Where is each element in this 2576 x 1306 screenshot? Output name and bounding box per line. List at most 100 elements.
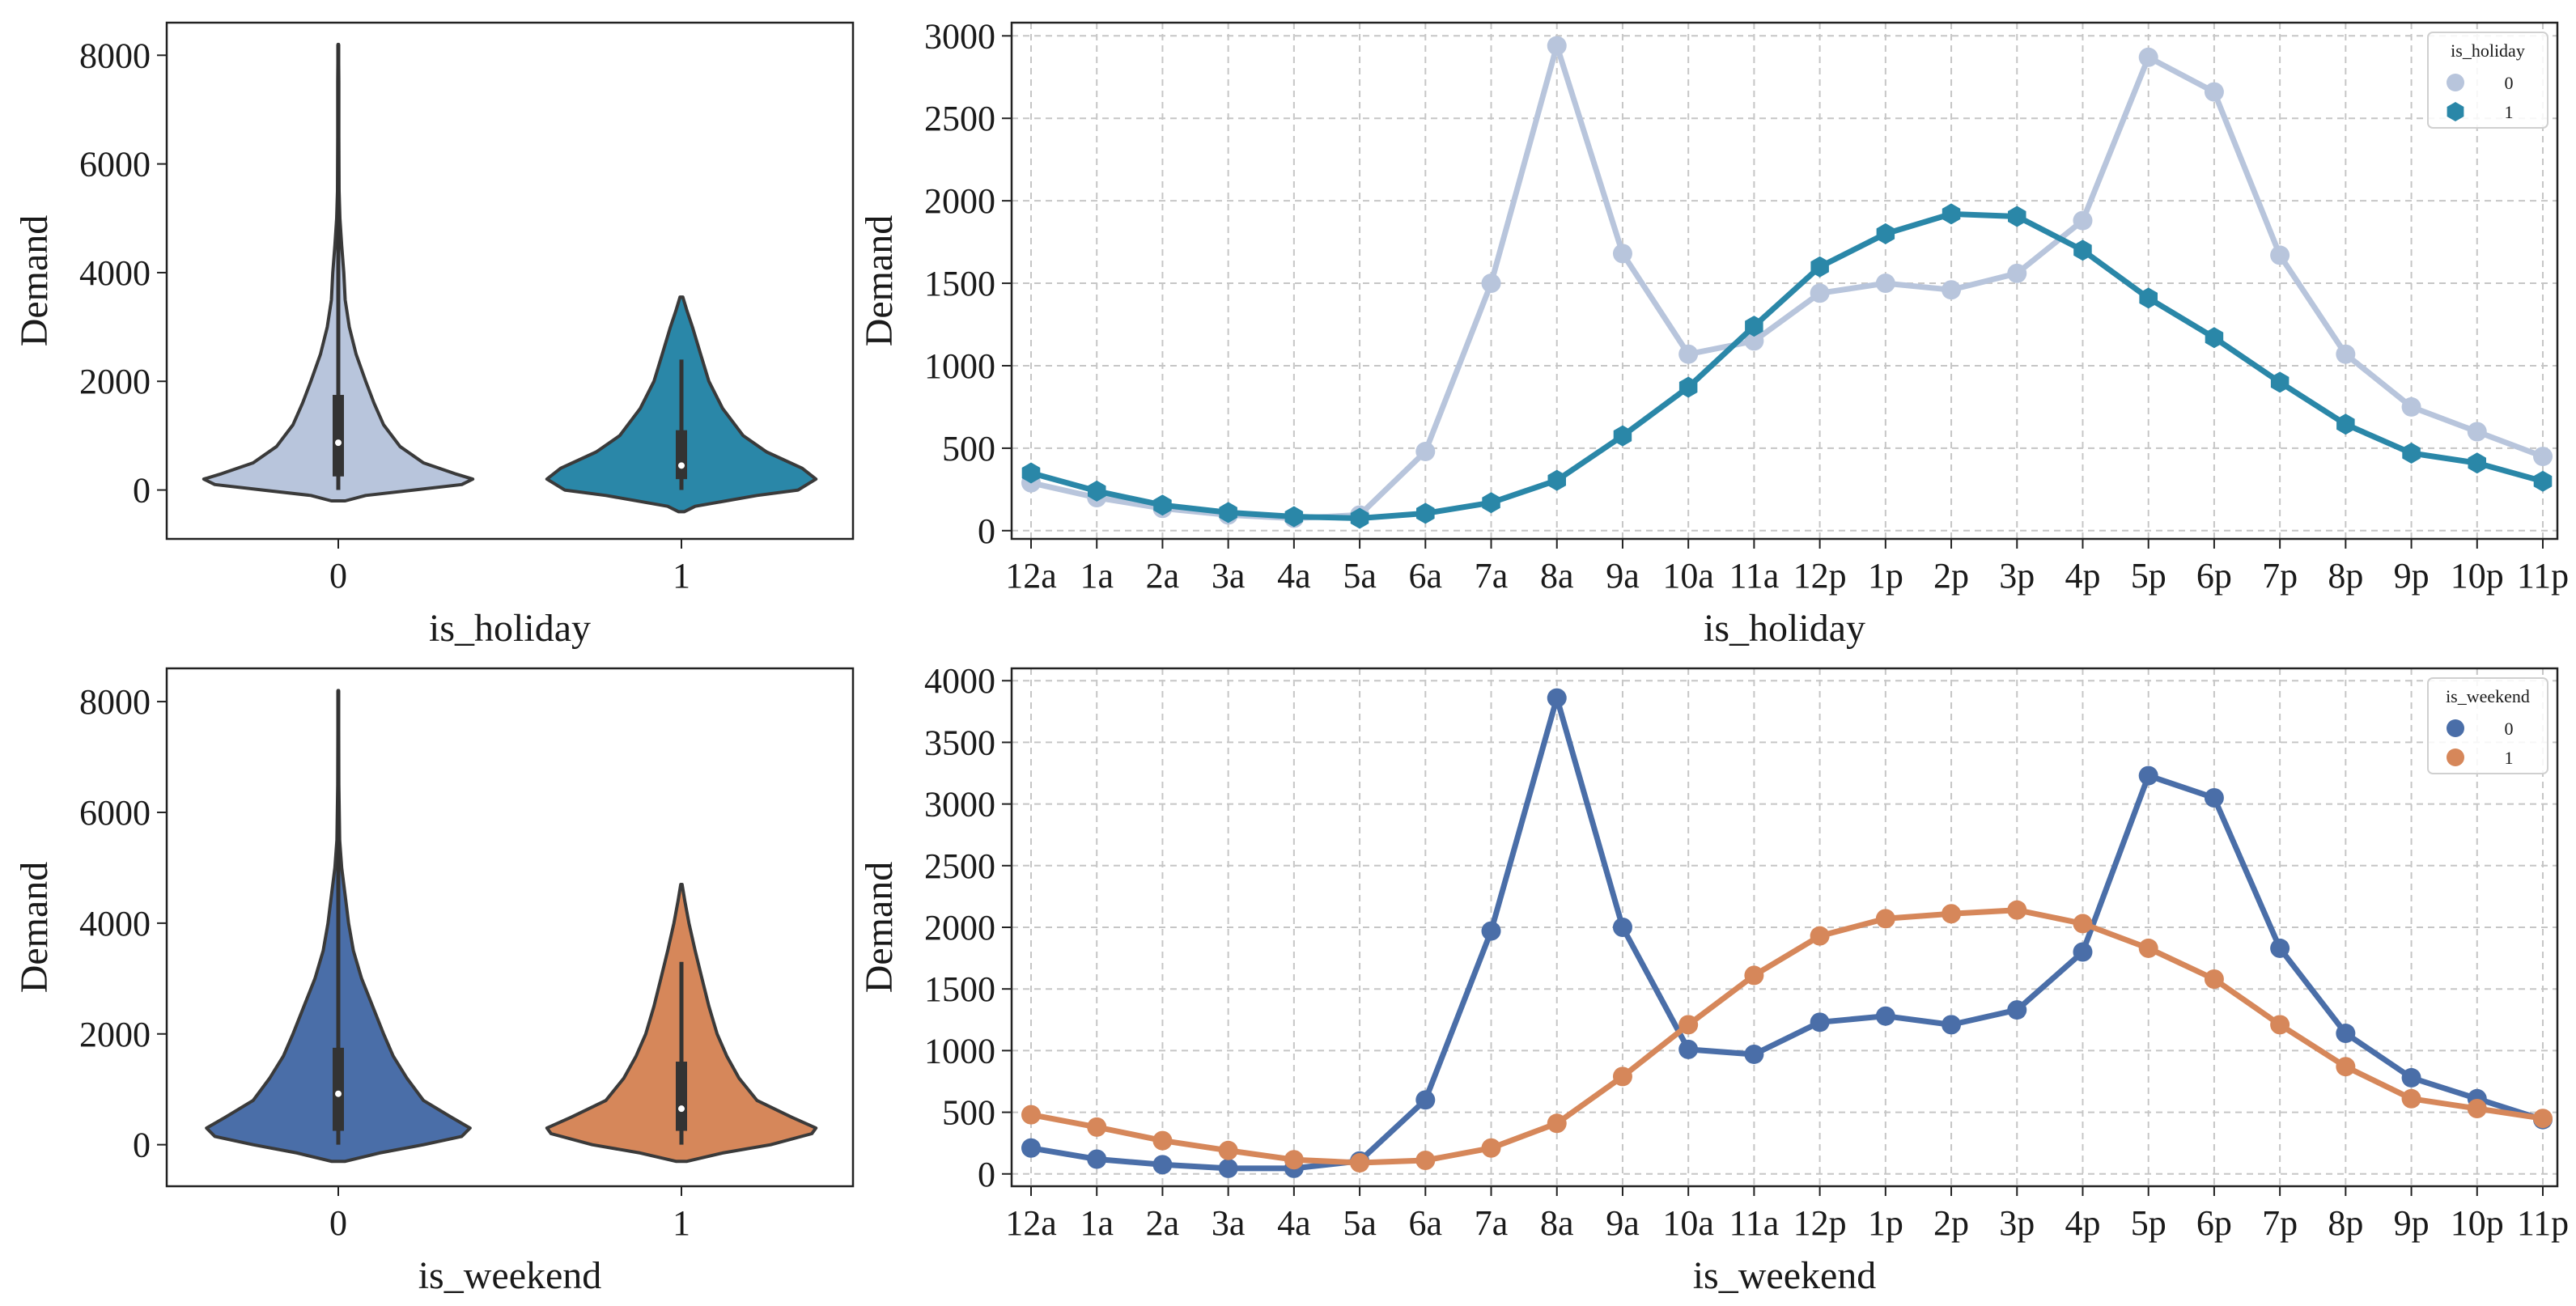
data-point-1 [1745,316,1763,337]
data-point-1 [1218,1140,1238,1160]
x-tick-label: 5a [1343,1203,1377,1243]
data-point-0 [1481,273,1501,294]
data-point-0 [1678,344,1699,364]
data-point-1 [2204,969,2224,989]
data-point-1 [1876,223,1895,244]
x-tick-label: 10p [2451,1203,2504,1243]
x-tick-label: 2a [1146,1203,1180,1243]
x-tick-label: 7p [2262,556,2298,596]
y-tick-label: 1500 [924,264,995,303]
series-0 [1021,688,2553,1178]
x-tick-label: 6p [2196,1203,2232,1243]
x-tick-label: 0 [329,556,347,596]
y-tick-label: 500 [942,1093,995,1133]
x-tick-label: 9p [2394,556,2430,596]
data-point-0 [2007,263,2027,283]
data-point-0 [1612,918,1632,937]
data-point-1 [1021,1105,1041,1125]
x-tick-label: 5p [2131,556,2166,596]
data-point-0 [1021,1138,1041,1158]
data-point-0 [1612,244,1632,264]
legend-marker-0 [2447,74,2464,91]
legend-label-1: 1 [2505,748,2514,768]
data-point-1 [1744,965,1764,986]
x-tick-label: 10p [2451,556,2504,596]
data-point-1 [2270,1015,2290,1035]
x-tick-label: 5p [2131,1203,2166,1243]
x-tick-label: 12a [1005,1203,1057,1243]
x-tick-label: 1a [1080,1203,1114,1243]
data-point-1 [1875,909,1895,929]
y-tick-label: 8000 [79,682,151,722]
data-point-0 [1547,36,1567,56]
plot-frame [165,21,855,541]
data-point-1 [2533,470,2553,492]
data-point-1 [1284,1150,1304,1170]
data-point-1 [2007,900,2027,920]
data-point-0 [1678,1039,1699,1059]
x-tick-label: 12a [1005,556,1057,596]
data-point-1 [1942,203,1961,225]
x-axis-label: is_holiday [429,607,591,650]
y-axis-label: Demand [858,862,901,994]
legend-marker-1 [2447,102,2464,121]
data-point-1 [2270,371,2290,393]
y-tick-label: 1500 [924,969,995,1009]
data-point-1 [2139,287,2158,309]
x-axis-label: is_holiday [1704,607,1865,650]
data-point-0 [1875,1006,1895,1026]
data-point-1 [2073,240,2092,261]
data-point-1 [1678,376,1698,398]
data-point-1 [1153,494,1172,516]
data-point-0 [2073,210,2093,231]
data-point-1 [1021,462,1041,484]
data-point-1 [1612,1066,1632,1087]
y-axis-label: Demand [858,215,901,347]
x-tick-label: 2p [1933,1203,1969,1243]
violin-chart-is_holiday: 0 2000 4000 6000 8000 Demand is_holiday 0 1 [13,21,855,650]
y-tick-label: 3500 [924,723,995,762]
data-point-0 [2204,788,2224,808]
x-tick-label: 3a [1212,556,1246,596]
legend-title: is_holiday [2451,40,2525,61]
x-tick-label: 6a [1409,1203,1443,1243]
legend: is_weekend 0 1 [2427,677,2548,774]
x-tick-label: 1 [673,1203,690,1243]
data-point-1 [1810,926,1830,946]
x-tick-label: 7a [1475,1203,1509,1243]
data-point-1 [1088,480,1106,502]
x-tick-label: 4a [1277,1203,1311,1243]
data-point-0 [1810,1012,1830,1033]
x-tick-label: 4p [2065,556,2100,596]
legend: is_holiday 0 1 [2427,32,2548,129]
data-point-0 [2270,245,2290,265]
y-tick-label: 4000 [79,904,151,943]
data-point-0 [1547,688,1567,708]
data-point-1 [2336,413,2355,435]
y-tick-label: 6000 [79,145,151,184]
data-point-1 [1810,256,1829,278]
data-point-1 [2401,1088,2421,1109]
series-line-1 [1030,210,2544,521]
violin-iqr-box [676,430,687,480]
data-point-0 [1942,280,1962,300]
x-tick-label: 1 [673,556,690,596]
x-tick-label: 4a [1277,556,1311,596]
violin-iqr-box [333,1047,344,1131]
data-point-0 [1415,441,1436,461]
series-0 [1021,36,2553,528]
data-point-0 [2533,447,2553,467]
data-point-1 [2533,1109,2553,1129]
x-tick-label: 11a [1729,1203,1779,1243]
data-point-1 [1087,1117,1107,1137]
data-point-1 [2008,206,2026,227]
y-tick-label: 6000 [79,793,151,833]
y-tick-label: 2000 [924,181,995,221]
x-tick-label: 7a [1475,556,1509,596]
data-point-0 [1875,273,1895,294]
data-point-1 [1284,506,1304,528]
series-line-1 [1030,907,2544,1166]
data-point-1 [2336,1057,2356,1077]
data-point-0 [1152,1155,1173,1175]
